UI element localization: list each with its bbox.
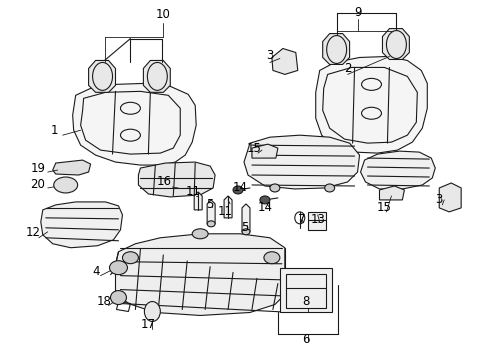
Polygon shape (315, 57, 427, 153)
Text: 4: 4 (93, 265, 100, 278)
Ellipse shape (122, 252, 138, 264)
Ellipse shape (233, 186, 243, 194)
Polygon shape (242, 204, 249, 232)
Text: 5: 5 (206, 198, 213, 211)
Ellipse shape (386, 31, 406, 58)
Text: 15: 15 (246, 141, 261, 155)
Polygon shape (382, 28, 408, 59)
Polygon shape (360, 151, 434, 189)
Polygon shape (53, 160, 90, 175)
Bar (307, 212, 325, 230)
Ellipse shape (92, 62, 112, 90)
Polygon shape (271, 49, 297, 75)
Text: 12: 12 (25, 226, 40, 239)
Polygon shape (251, 144, 277, 158)
Text: 11: 11 (217, 205, 232, 219)
Text: 15: 15 (376, 201, 391, 215)
Polygon shape (207, 200, 215, 224)
Polygon shape (41, 202, 122, 248)
Text: 20: 20 (30, 179, 45, 192)
Polygon shape (224, 196, 232, 218)
Text: 11: 11 (185, 185, 200, 198)
Polygon shape (379, 186, 404, 200)
Ellipse shape (110, 291, 126, 305)
Text: 7: 7 (297, 213, 305, 226)
Polygon shape (115, 234, 285, 315)
Polygon shape (194, 192, 202, 210)
Text: 19: 19 (30, 162, 45, 175)
Ellipse shape (144, 302, 160, 321)
Text: 14: 14 (257, 201, 272, 215)
Ellipse shape (147, 62, 167, 90)
Text: 3: 3 (435, 193, 442, 206)
Ellipse shape (242, 229, 249, 235)
Ellipse shape (324, 184, 334, 192)
Polygon shape (438, 183, 460, 212)
Text: 8: 8 (302, 295, 309, 308)
Text: 18: 18 (97, 295, 112, 308)
Text: 2: 2 (343, 62, 351, 75)
Bar (285, 274, 325, 307)
Text: 13: 13 (310, 213, 325, 226)
Polygon shape (143, 60, 170, 92)
Polygon shape (322, 33, 349, 64)
Text: 6: 6 (302, 333, 309, 346)
Ellipse shape (260, 196, 269, 204)
Ellipse shape (192, 229, 208, 239)
Polygon shape (88, 60, 115, 92)
Text: 1: 1 (51, 124, 59, 137)
Text: 3: 3 (265, 49, 273, 62)
Ellipse shape (264, 252, 279, 264)
Text: 10: 10 (156, 8, 170, 21)
Text: 16: 16 (157, 175, 171, 189)
Polygon shape (138, 162, 215, 197)
Text: 5: 5 (241, 221, 248, 234)
Ellipse shape (54, 177, 78, 193)
Bar (279, 268, 331, 312)
Ellipse shape (269, 184, 279, 192)
Polygon shape (73, 84, 196, 165)
Text: 14: 14 (232, 181, 247, 194)
Ellipse shape (109, 261, 127, 275)
Text: 17: 17 (141, 318, 156, 331)
Ellipse shape (326, 36, 346, 63)
Polygon shape (244, 135, 359, 189)
Text: 9: 9 (353, 6, 361, 19)
Ellipse shape (207, 221, 215, 227)
